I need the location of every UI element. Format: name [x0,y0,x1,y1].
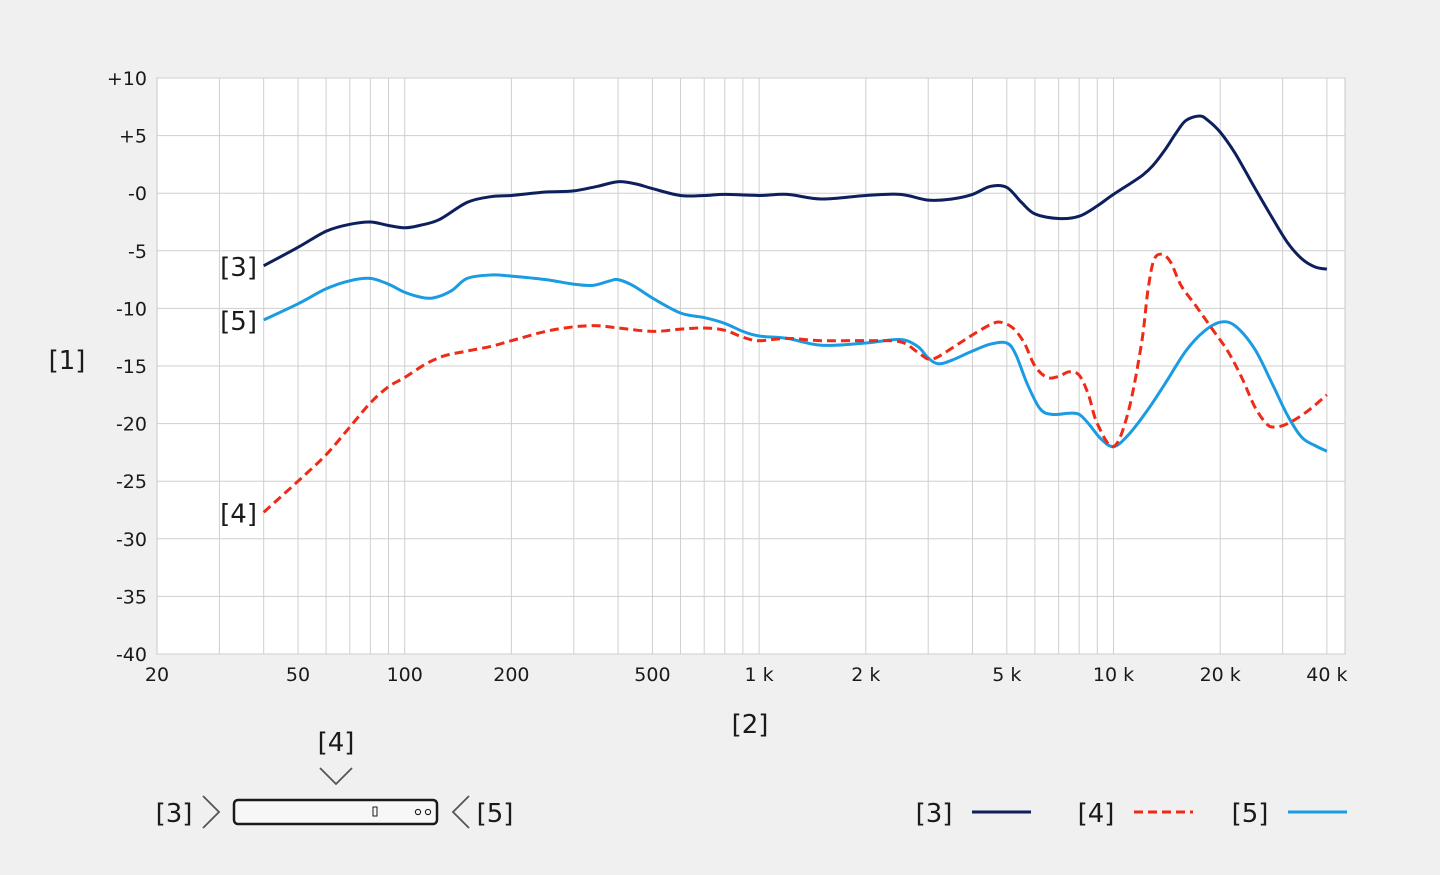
y-tick-label: +5 [119,126,147,148]
x-tick-label: 500 [634,664,670,686]
line-label: [4] [220,499,257,529]
device-slot-icon [372,806,378,817]
chevron-left-icon [451,795,470,829]
device-top-label: [4] [318,728,355,758]
line-labels: [3] [4] [5] [220,253,257,530]
device-diagram: [4] [3] [5] [156,728,514,829]
series-line-4 [262,252,1328,514]
series-line-3 [262,114,1328,271]
series-lines [262,114,1328,514]
legend: [3] [4] [5] [916,799,1347,829]
legend-label: [3] [916,799,953,829]
x-tick-label: 2 k [851,664,880,686]
device-dot-icon [424,808,432,816]
line-label: [3] [220,253,257,283]
x-tick-label: 200 [493,664,529,686]
y-tick-labels: +10 +5 -0 -5 -10 -15 -20 -25 -30 -35 -40 [107,68,147,666]
x-tick-label: 50 [286,664,310,686]
y-tick-label: -35 [116,586,147,608]
x-tick-label: 5 k [992,664,1021,686]
x-tick-label: 40 k [1306,664,1347,686]
y-tick-label: -0 [128,183,147,205]
y-tick-label: -40 [116,644,147,666]
device-right-label: [5] [477,799,514,829]
y-tick-label: -30 [116,529,147,551]
y-tick-label: -15 [116,356,147,378]
y-tick-label: +10 [107,68,147,90]
x-tick-label: 20 k [1200,664,1241,686]
chevron-right-icon [202,795,221,829]
device-dot-icon [414,808,422,816]
x-axis-label: [2] [732,710,769,740]
x-tick-label: 1 k [745,664,774,686]
line-label: [5] [220,307,257,337]
legend-label: [4] [1078,799,1115,829]
chevron-down-icon [319,767,353,786]
device-body [232,798,439,826]
y-axis-label: [1] [49,346,86,376]
x-tick-labels: 20 50 100 200 500 1 k 2 k 5 k 10 k 20 k 40 k [145,664,1348,686]
y-tick-label: -10 [116,298,147,320]
y-tick-label: -5 [128,241,147,263]
grid [156,77,1346,655]
x-tick-label: 10 k [1093,664,1134,686]
x-tick-label: 20 [145,664,169,686]
device-left-label: [3] [156,799,193,829]
series-line-5 [263,273,1328,453]
y-tick-label: -20 [116,414,147,436]
x-tick-label: 100 [387,664,423,686]
legend-label: [5] [1232,799,1269,829]
y-tick-label: -25 [116,471,147,493]
